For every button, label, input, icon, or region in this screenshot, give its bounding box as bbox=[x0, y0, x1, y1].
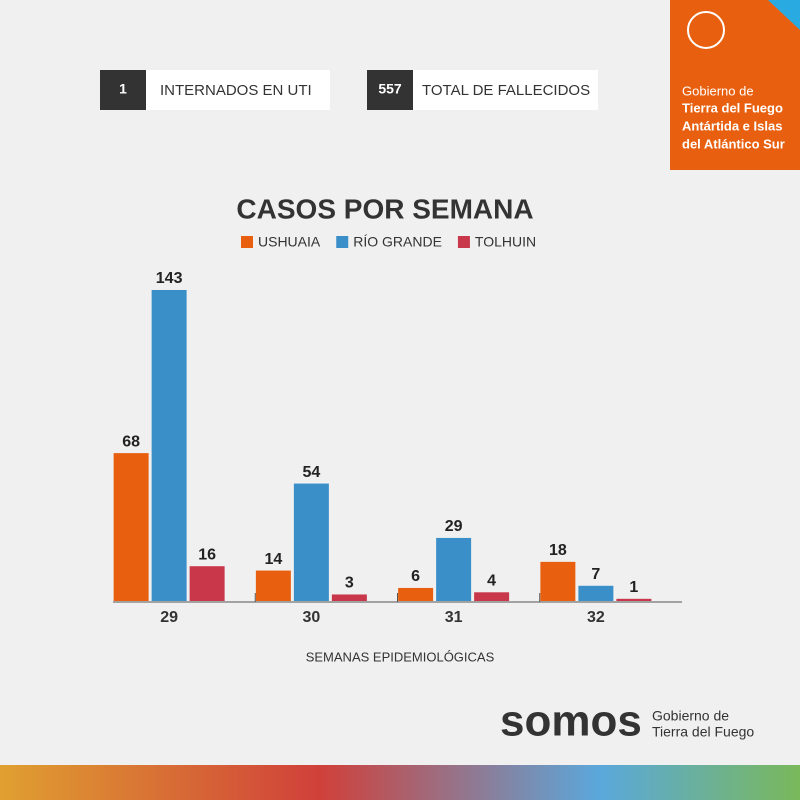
value-label: 7 bbox=[591, 566, 600, 583]
bar bbox=[151, 290, 187, 601]
value-label: 1 bbox=[629, 579, 638, 596]
bar bbox=[616, 598, 652, 601]
badge-line: Gobierno de bbox=[682, 83, 754, 98]
stat-box bbox=[413, 70, 598, 110]
bar bbox=[436, 537, 472, 601]
value-label: 68 bbox=[122, 433, 140, 450]
stat-box bbox=[146, 70, 330, 110]
plot: USHUAIA RÍO GRANDE TOLHUIN2968143163014543… bbox=[113, 234, 652, 626]
legend-swatch bbox=[457, 236, 470, 248]
legend-swatch bbox=[241, 236, 253, 248]
badge-emblem bbox=[687, 11, 725, 49]
badge-line: Antártida e Islas bbox=[682, 118, 782, 133]
x-tick-label: 29 bbox=[160, 609, 178, 626]
value-label: 29 bbox=[445, 518, 463, 535]
bar bbox=[578, 585, 614, 601]
bar bbox=[331, 594, 367, 601]
chart-title: CASOS POR SEMANA bbox=[236, 193, 533, 224]
value-label: 143 bbox=[156, 270, 183, 287]
value-label: 3 bbox=[345, 575, 354, 592]
bar bbox=[255, 570, 291, 601]
footer-logo: somos Gobierno de Tierra del Fuego bbox=[500, 697, 754, 746]
stat-value: 1 bbox=[119, 81, 127, 97]
stat-value: 557 bbox=[378, 81, 402, 97]
stat-boxes: 1 INTERNADOS EN UTI 557 TOTAL DE FALLECI… bbox=[100, 70, 598, 110]
stat-label: INTERNADOS EN UTI bbox=[160, 82, 312, 99]
x-tick-label: 30 bbox=[302, 609, 320, 626]
x-tick-label: 31 bbox=[445, 609, 463, 626]
stat-box bbox=[100, 70, 146, 110]
bar bbox=[189, 566, 225, 601]
legend-swatch bbox=[336, 236, 349, 248]
badge-line: Tierra del Fuego bbox=[682, 100, 783, 115]
value-label: 16 bbox=[198, 546, 216, 563]
value-label: 14 bbox=[264, 551, 282, 568]
badge-bg bbox=[670, 0, 800, 170]
value-label: 54 bbox=[302, 464, 320, 481]
value-label: 4 bbox=[487, 573, 496, 590]
bar bbox=[540, 561, 576, 601]
bar bbox=[474, 592, 510, 601]
brand: somos bbox=[500, 697, 642, 746]
value-label: 6 bbox=[411, 568, 420, 585]
footer-line: Tierra del Fuego bbox=[652, 724, 754, 740]
footer-band bbox=[0, 765, 800, 800]
bar bbox=[398, 587, 434, 601]
value-label: 18 bbox=[549, 542, 567, 559]
footer-line: Gobierno de bbox=[652, 708, 729, 724]
x-axis-label: SEMANAS EPIDEMIOLÓGICAS bbox=[306, 649, 495, 664]
bar bbox=[293, 483, 329, 601]
badge: Gobierno de Tierra del Fuego Antártida e… bbox=[670, 0, 800, 170]
x-tick-label: 32 bbox=[587, 609, 605, 626]
legend-label: USHUAIA bbox=[258, 234, 321, 250]
bar bbox=[113, 453, 149, 601]
legend-label: TOLHUIN bbox=[475, 234, 536, 250]
legend-label: RÍO GRANDE bbox=[353, 234, 442, 250]
badge-line: del Atlántico Sur bbox=[682, 136, 785, 151]
stat-label: TOTAL DE FALLECIDOS bbox=[422, 82, 590, 99]
stat-box bbox=[367, 70, 413, 110]
badge-corner bbox=[768, 0, 800, 30]
